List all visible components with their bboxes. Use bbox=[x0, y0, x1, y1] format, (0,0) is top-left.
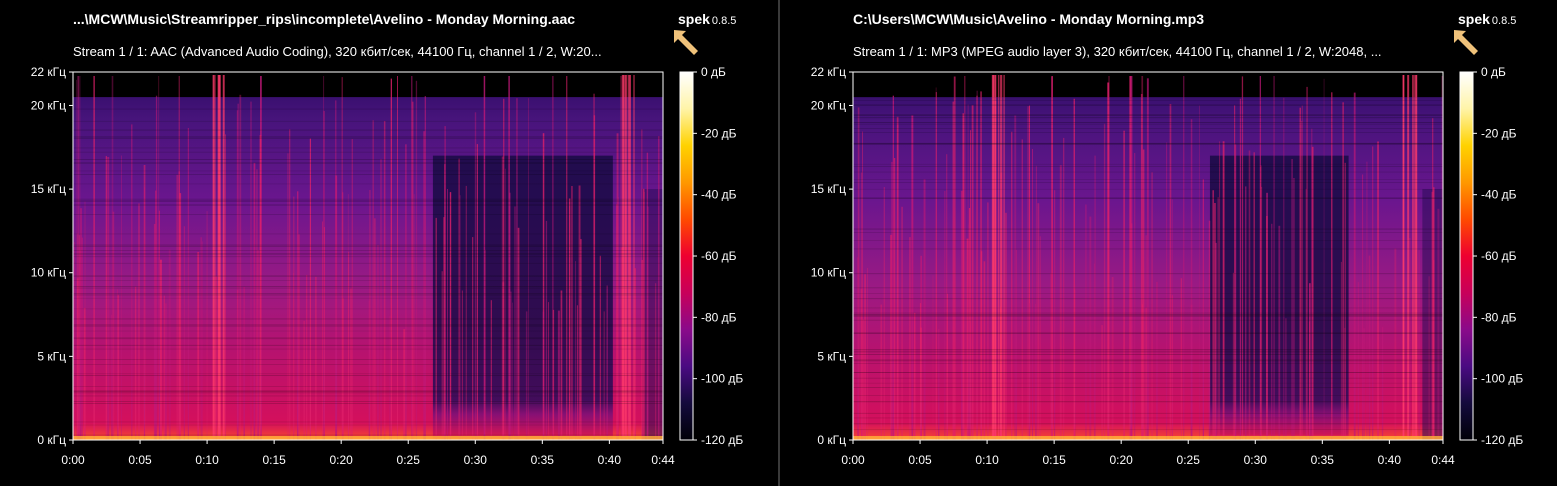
spek-logo: spek 0.8.5 bbox=[1458, 11, 1516, 29]
logo-version: 0.8.5 bbox=[1491, 15, 1517, 27]
db-tick-label: -20 дБ bbox=[701, 126, 737, 140]
time-tick-label: 0:15 bbox=[1042, 453, 1066, 467]
time-tick-label: 0:05 bbox=[908, 453, 932, 467]
time-tick-label: 0:40 bbox=[598, 453, 622, 467]
freq-tick-label: 15 кГц bbox=[31, 182, 66, 196]
db-tick-label: -120 дБ bbox=[1481, 433, 1523, 447]
db-tick-label: 0 дБ bbox=[701, 65, 726, 79]
db-tick-label: -20 дБ bbox=[1481, 126, 1517, 140]
logo-version: 0.8.5 bbox=[711, 15, 737, 27]
file-path-title: ...\MCW\Music\Streamripper_rips\incomple… bbox=[73, 11, 576, 27]
freq-tick-label: 0 кГц bbox=[37, 433, 66, 447]
time-tick-label: 0:44 bbox=[1431, 453, 1455, 467]
freq-tick-label: 22 кГц bbox=[31, 65, 66, 79]
freq-tick-label: 0 кГц bbox=[817, 433, 846, 447]
time-tick-label: 0:25 bbox=[1177, 453, 1201, 467]
panel-divider bbox=[778, 0, 780, 486]
freq-tick-label: 22 кГц bbox=[811, 65, 846, 79]
db-tick-label: -120 дБ bbox=[701, 433, 743, 447]
time-axis: 0:00 0:05 0:10 0:15 0:20 0:25 0:30 0:35 0:40 0:44 bbox=[841, 440, 1455, 467]
logo-brand: spek bbox=[678, 11, 710, 27]
time-tick-label: 0:30 bbox=[464, 453, 488, 467]
spek-arrow-icon bbox=[1454, 30, 1478, 55]
time-tick-label: 0:25 bbox=[397, 453, 421, 467]
time-tick-label: 0:40 bbox=[1378, 453, 1402, 467]
freq-tick-label: 10 кГц bbox=[811, 266, 846, 280]
db-tick-label: -60 дБ bbox=[701, 249, 737, 263]
time-tick-label: 0:30 bbox=[1244, 453, 1268, 467]
time-tick-label: 0:20 bbox=[1110, 453, 1134, 467]
time-tick-label: 0:10 bbox=[195, 453, 219, 467]
time-tick-label: 0:35 bbox=[1311, 453, 1335, 467]
spectrogram-image bbox=[853, 75, 1443, 441]
time-tick-label: 0:00 bbox=[61, 453, 85, 467]
time-axis: 0:00 0:05 0:10 0:15 0:20 0:25 0:30 0:35 0:40 0:44 bbox=[61, 440, 675, 467]
logo-brand: spek bbox=[1458, 11, 1490, 27]
db-tick-label: -40 дБ bbox=[701, 188, 737, 202]
time-tick-label: 0:05 bbox=[128, 453, 152, 467]
db-tick-label: -40 дБ bbox=[1481, 188, 1517, 202]
spek-logo: spek 0.8.5 bbox=[678, 11, 736, 29]
db-colorbar-gradient bbox=[1460, 72, 1473, 440]
frequency-axis: 0 кГц 5 кГц 10 кГц 15 кГц 20 кГц 22 кГц bbox=[31, 65, 73, 447]
stream-info: Stream 1 / 1: AAC (Advanced Audio Coding… bbox=[73, 44, 602, 59]
db-colorbar-gradient bbox=[680, 72, 693, 440]
db-tick-label: -100 дБ bbox=[1481, 372, 1523, 386]
stream-info: Stream 1 / 1: MP3 (MPEG audio layer 3), … bbox=[853, 44, 1382, 59]
db-colorbar: 0 дБ -20 дБ -40 дБ -60 дБ -80 дБ -100 дБ -120 … bbox=[1459, 65, 1523, 447]
freq-tick-label: 20 кГц bbox=[811, 98, 846, 112]
time-tick-label: 0:20 bbox=[330, 453, 354, 467]
db-tick-label: -60 дБ bbox=[1481, 249, 1517, 263]
spek-arrow-icon bbox=[674, 30, 698, 55]
time-tick-label: 0:44 bbox=[651, 453, 675, 467]
db-colorbar: 0 дБ -20 дБ -40 дБ -60 дБ -80 дБ -100 дБ -120 … bbox=[679, 65, 743, 447]
db-tick-label: -100 дБ bbox=[701, 372, 743, 386]
freq-tick-label: 5 кГц bbox=[37, 349, 66, 363]
db-tick-label: -80 дБ bbox=[701, 310, 737, 324]
file-path-title: C:\Users\MCW\Music\Avelino - Monday Morn… bbox=[853, 11, 1205, 27]
time-tick-label: 0:10 bbox=[975, 453, 999, 467]
freq-tick-label: 15 кГц bbox=[811, 182, 846, 196]
frequency-axis: 0 кГц 5 кГц 10 кГц 15 кГц 20 кГц 22 кГц bbox=[811, 65, 853, 447]
freq-tick-label: 20 кГц bbox=[31, 98, 66, 112]
spectrogram-panel-right: C:\Users\MCW\Music\Avelino - Monday Morn… bbox=[780, 0, 1557, 486]
freq-tick-label: 10 кГц bbox=[31, 266, 66, 280]
time-tick-label: 0:15 bbox=[262, 453, 286, 467]
db-tick-label: 0 дБ bbox=[1481, 65, 1506, 79]
freq-tick-label: 5 кГц bbox=[817, 349, 846, 363]
db-tick-label: -80 дБ bbox=[1481, 310, 1517, 324]
spectrogram-panel-left: ...\MCW\Music\Streamripper_rips\incomple… bbox=[0, 0, 778, 486]
time-tick-label: 0:00 bbox=[841, 453, 865, 467]
spectrogram-image bbox=[73, 75, 663, 441]
time-tick-label: 0:35 bbox=[531, 453, 555, 467]
